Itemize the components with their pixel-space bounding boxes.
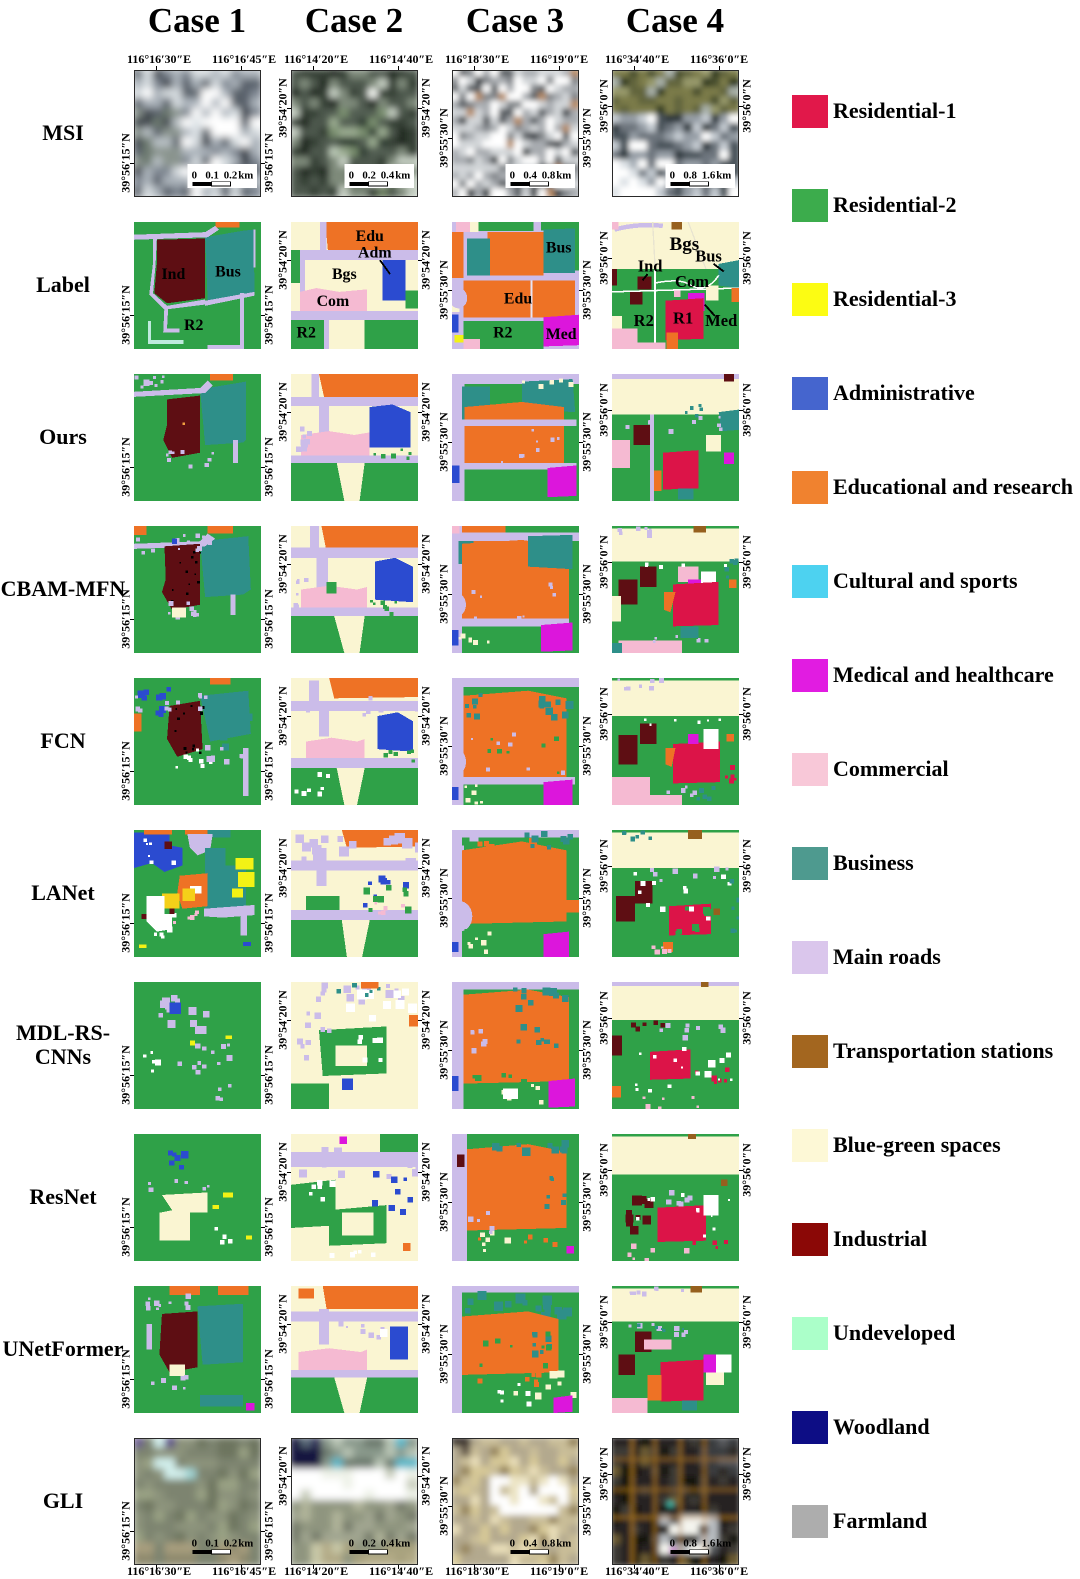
svg-text:1.6: 1.6 bbox=[702, 1538, 716, 1550]
svg-text:Med: Med bbox=[705, 311, 737, 330]
svg-text:0.4: 0.4 bbox=[381, 1538, 395, 1550]
svg-text:0: 0 bbox=[349, 170, 354, 182]
svg-text:0: 0 bbox=[510, 170, 515, 182]
svg-text:0.4: 0.4 bbox=[523, 170, 537, 182]
svg-text:0.2: 0.2 bbox=[224, 1538, 237, 1550]
svg-text:0.1: 0.1 bbox=[205, 170, 218, 182]
svg-text:Adm: Adm bbox=[358, 245, 391, 262]
svg-text:km: km bbox=[556, 170, 571, 182]
svg-text:R2: R2 bbox=[634, 311, 654, 330]
svg-text:Ind: Ind bbox=[161, 266, 185, 283]
svg-text:Med: Med bbox=[546, 326, 577, 343]
svg-text:0.2: 0.2 bbox=[362, 1538, 375, 1550]
svg-text:R2: R2 bbox=[493, 325, 512, 342]
svg-text:km: km bbox=[395, 170, 410, 182]
svg-text:0.4: 0.4 bbox=[381, 170, 395, 182]
svg-text:0.8: 0.8 bbox=[683, 170, 697, 182]
svg-text:1.6: 1.6 bbox=[702, 170, 716, 182]
svg-text:0.4: 0.4 bbox=[523, 1538, 537, 1550]
svg-text:Edu: Edu bbox=[356, 228, 384, 245]
svg-text:km: km bbox=[716, 170, 731, 182]
svg-text:Bus: Bus bbox=[215, 264, 241, 281]
svg-text:km: km bbox=[716, 1538, 731, 1550]
svg-text:Bus: Bus bbox=[546, 239, 572, 256]
svg-text:0.2: 0.2 bbox=[224, 170, 237, 182]
svg-text:0.8: 0.8 bbox=[542, 1538, 556, 1550]
svg-text:Ind: Ind bbox=[638, 257, 663, 276]
svg-text:km: km bbox=[238, 1538, 253, 1550]
svg-text:Bgs: Bgs bbox=[670, 234, 700, 255]
svg-text:Com: Com bbox=[317, 293, 350, 310]
svg-text:Bgs: Bgs bbox=[332, 266, 357, 283]
svg-text:0: 0 bbox=[349, 1538, 354, 1550]
svg-text:0.1: 0.1 bbox=[205, 1538, 218, 1550]
svg-text:R2: R2 bbox=[297, 325, 316, 342]
svg-text:Com: Com bbox=[675, 272, 709, 291]
svg-text:0.8: 0.8 bbox=[542, 170, 556, 182]
svg-text:0.2: 0.2 bbox=[362, 170, 375, 182]
svg-text:0: 0 bbox=[192, 170, 197, 182]
svg-text:km: km bbox=[238, 170, 253, 182]
svg-text:R1: R1 bbox=[673, 309, 693, 328]
svg-text:0: 0 bbox=[192, 1538, 197, 1550]
svg-text:0: 0 bbox=[670, 1538, 675, 1550]
svg-text:R2: R2 bbox=[184, 317, 203, 334]
svg-text:0: 0 bbox=[510, 1538, 515, 1550]
svg-text:0.8: 0.8 bbox=[683, 1538, 697, 1550]
svg-text:km: km bbox=[556, 1538, 571, 1550]
svg-text:0: 0 bbox=[670, 170, 675, 182]
svg-text:km: km bbox=[395, 1538, 410, 1550]
svg-text:Edu: Edu bbox=[504, 290, 532, 307]
svg-text:Bus: Bus bbox=[695, 246, 722, 265]
